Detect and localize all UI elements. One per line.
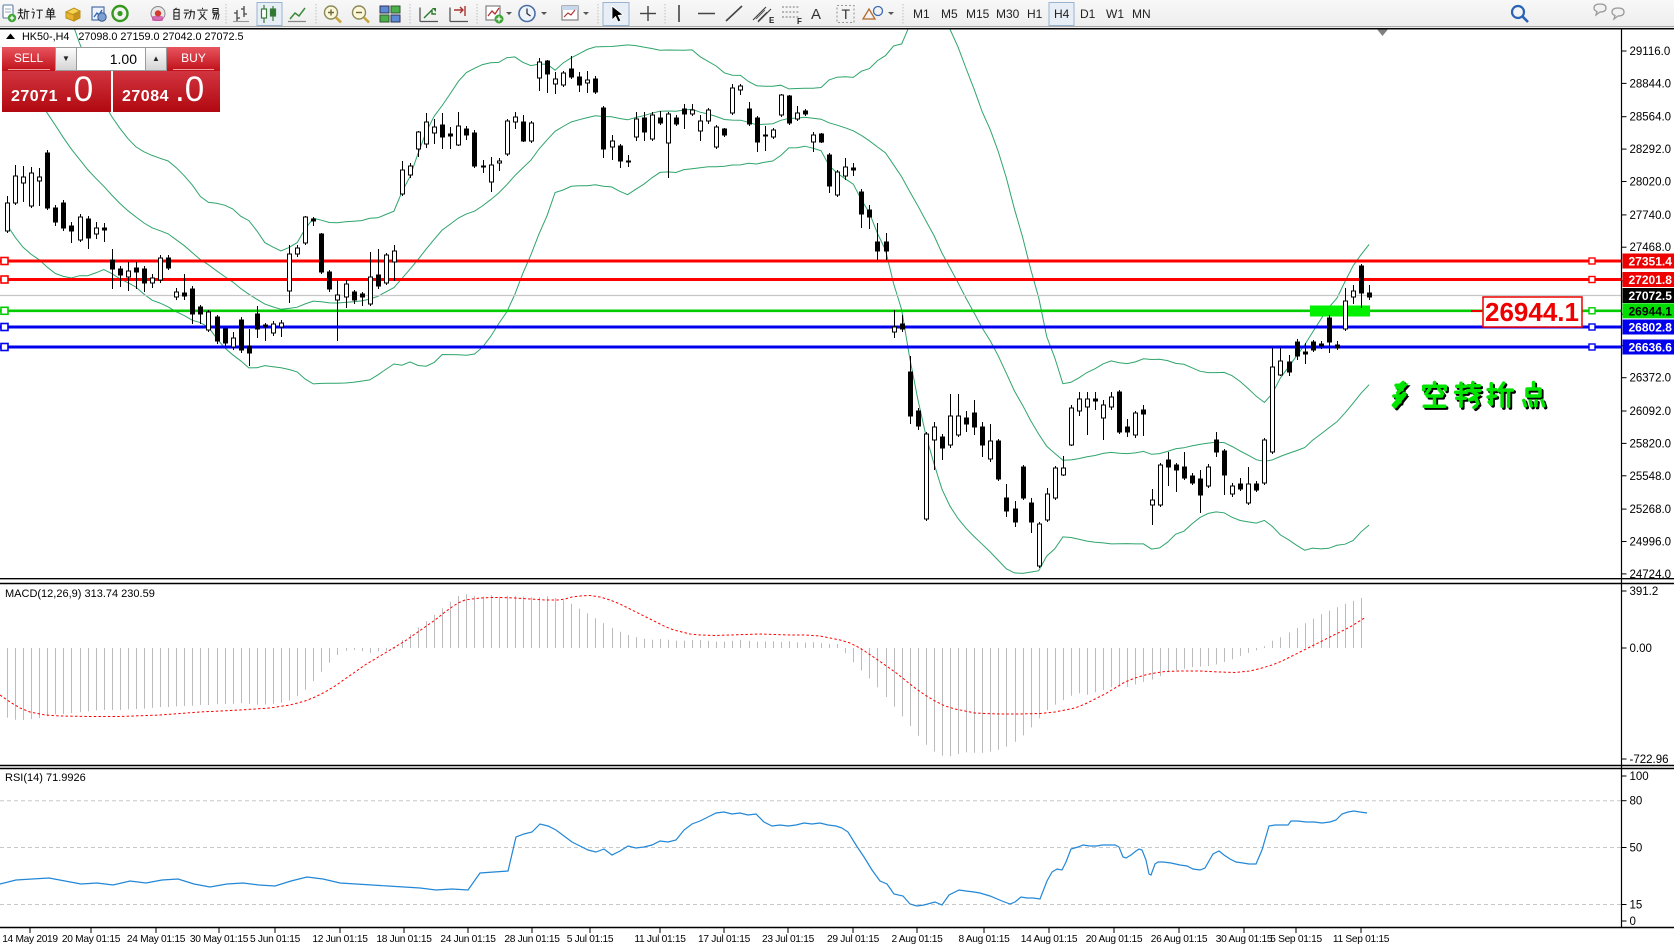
svg-text:W1: W1 — [1106, 7, 1124, 21]
svg-text:14 Aug 01:15: 14 Aug 01:15 — [1021, 934, 1078, 945]
svg-text:29116.0: 29116.0 — [1630, 46, 1671, 58]
svg-text:MACD(12,26,9) 313.74 230.59: MACD(12,26,9) 313.74 230.59 — [5, 588, 155, 600]
svg-text:RSI(14) 71.9926: RSI(14) 71.9926 — [5, 772, 86, 784]
svg-text:28292.0: 28292.0 — [1630, 144, 1672, 156]
svg-text:D1: D1 — [1080, 7, 1096, 21]
svg-text:5 Jul 01:15: 5 Jul 01:15 — [567, 934, 614, 945]
svg-text:26636.6: 26636.6 — [1629, 341, 1673, 355]
svg-text:25268.0: 25268.0 — [1630, 504, 1672, 516]
svg-text:24724.0: 24724.0 — [1630, 569, 1672, 581]
svg-text:MN: MN — [1132, 7, 1151, 21]
svg-text:15: 15 — [1630, 900, 1643, 912]
svg-text:5 Jun 01:15: 5 Jun 01:15 — [250, 934, 301, 945]
svg-text:27201.8: 27201.8 — [1629, 273, 1673, 287]
svg-text:25820.0: 25820.0 — [1630, 438, 1672, 450]
svg-text:27351.4: 27351.4 — [1629, 255, 1673, 269]
svg-text:27740.0: 27740.0 — [1630, 210, 1672, 222]
svg-text:26944.1: 26944.1 — [1629, 304, 1673, 318]
svg-text:11 Sep 01:15: 11 Sep 01:15 — [1333, 934, 1390, 945]
svg-text:14 May 2019: 14 May 2019 — [2, 934, 58, 945]
svg-text:28564.0: 28564.0 — [1630, 112, 1672, 124]
svg-text:29 Jul 01:15: 29 Jul 01:15 — [827, 934, 880, 945]
svg-text:M1: M1 — [913, 7, 930, 21]
svg-text:8 Aug 01:15: 8 Aug 01:15 — [958, 934, 1010, 945]
svg-text:M30: M30 — [996, 7, 1020, 21]
svg-text:80: 80 — [1630, 796, 1643, 808]
svg-text:28844.0: 28844.0 — [1630, 78, 1672, 90]
svg-text:25548.0: 25548.0 — [1630, 471, 1672, 483]
svg-text:26092.0: 26092.0 — [1630, 406, 1672, 418]
svg-text:27072.5: 27072.5 — [1629, 289, 1673, 303]
svg-text:H1: H1 — [1027, 7, 1043, 21]
svg-text:50: 50 — [1630, 843, 1643, 855]
svg-text:26944.1: 26944.1 — [1485, 297, 1579, 327]
svg-text:30 May 01:15: 30 May 01:15 — [190, 934, 249, 945]
svg-text:HK50-,H4 27098.0 27159.0 270: HK50-,H4 27098.0 27159.0 27042.0 27072.5 — [22, 31, 244, 43]
svg-text:100: 100 — [1630, 771, 1649, 783]
svg-text:26802.8: 26802.8 — [1629, 321, 1673, 335]
svg-text:H4: H4 — [1054, 7, 1070, 21]
svg-text:26372.0: 26372.0 — [1630, 373, 1672, 385]
svg-text:28 Jun 01:15: 28 Jun 01:15 — [504, 934, 560, 945]
svg-text:27468.0: 27468.0 — [1630, 242, 1672, 254]
svg-text:F: F — [797, 17, 802, 26]
svg-text:391.2: 391.2 — [1630, 586, 1659, 598]
svg-text:0.00: 0.00 — [1630, 643, 1652, 655]
svg-text:18 Jun 01:15: 18 Jun 01:15 — [376, 934, 432, 945]
svg-text:20 May 01:15: 20 May 01:15 — [62, 934, 121, 945]
svg-text:2 Aug 01:15: 2 Aug 01:15 — [891, 934, 943, 945]
svg-text:-722.96: -722.96 — [1630, 754, 1669, 766]
svg-text:0: 0 — [1630, 916, 1636, 928]
svg-text:T: T — [842, 6, 851, 22]
svg-text:M5: M5 — [941, 7, 958, 21]
svg-text:26 Aug 01:15: 26 Aug 01:15 — [1151, 934, 1208, 945]
svg-text:28020.0: 28020.0 — [1630, 177, 1672, 189]
svg-text:11 Jul 01:15: 11 Jul 01:15 — [634, 934, 686, 945]
svg-text:12 Jun 01:15: 12 Jun 01:15 — [312, 934, 368, 945]
svg-text:5 Sep 01:15: 5 Sep 01:15 — [1270, 934, 1322, 945]
svg-text:23 Jul 01:15: 23 Jul 01:15 — [762, 934, 815, 945]
svg-text:24 May 01:15: 24 May 01:15 — [127, 934, 186, 945]
svg-text:E: E — [769, 16, 775, 25]
svg-text:30 Aug 01:15: 30 Aug 01:15 — [1216, 934, 1273, 945]
svg-text:20 Aug 01:15: 20 Aug 01:15 — [1086, 934, 1143, 945]
svg-text:24996.0: 24996.0 — [1630, 537, 1672, 549]
svg-text:M15: M15 — [966, 7, 990, 21]
svg-text:24 Jun 01:15: 24 Jun 01:15 — [440, 934, 496, 945]
svg-text:A: A — [811, 6, 821, 23]
svg-text:17 Jul 01:15: 17 Jul 01:15 — [698, 934, 751, 945]
